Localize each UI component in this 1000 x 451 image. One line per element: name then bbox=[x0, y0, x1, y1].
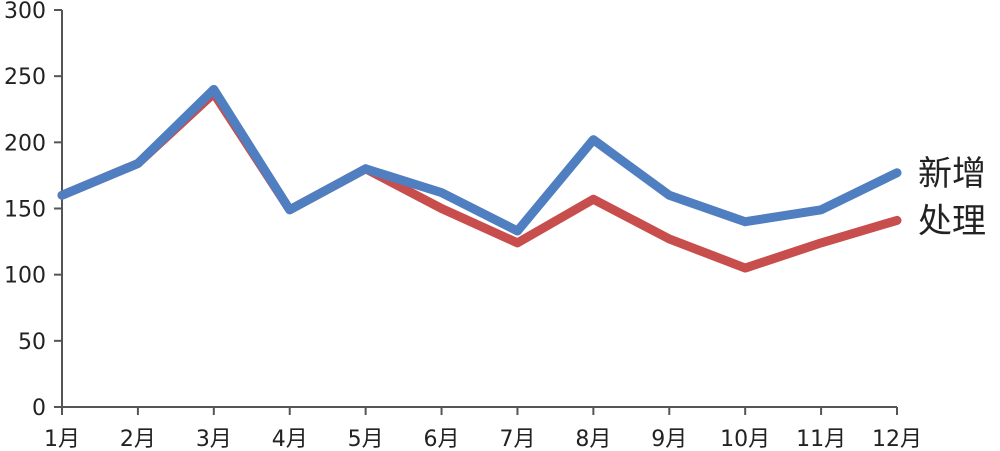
x-tick-label: 9月 bbox=[651, 427, 687, 451]
x-tick-label: 1月 bbox=[44, 427, 80, 451]
y-tick-label: 0 bbox=[32, 396, 46, 421]
series-label-0: 新增 bbox=[918, 154, 986, 194]
x-tick-label: 11月 bbox=[796, 427, 846, 451]
y-tick-label: 200 bbox=[4, 131, 46, 156]
x-tick-label: 12月 bbox=[872, 427, 922, 451]
x-tick-label: 10月 bbox=[720, 427, 770, 451]
x-ticks: 1月 2月 3月 4月 5月 6月 7月 8月 9月 10月 11月 12月 bbox=[44, 407, 922, 451]
series-label-1: 处理 bbox=[918, 201, 986, 241]
y-tick-label: 250 bbox=[4, 65, 46, 90]
series-line-0 bbox=[57, 84, 902, 236]
y-tick-label: 50 bbox=[18, 330, 46, 355]
x-tick-label: 7月 bbox=[499, 427, 535, 451]
x-tick-label: 2月 bbox=[120, 427, 156, 451]
x-tick-label: 8月 bbox=[575, 427, 611, 451]
y-ticks: 0 50 100 150 200 250 300 bbox=[4, 0, 62, 421]
x-tick-label: 5月 bbox=[348, 427, 384, 451]
series-lines bbox=[57, 84, 902, 273]
y-tick-label: 100 bbox=[4, 264, 46, 289]
x-tick-label: 6月 bbox=[424, 427, 460, 451]
y-tick-label: 300 bbox=[4, 0, 46, 24]
x-tick-label: 3月 bbox=[196, 427, 232, 451]
y-tick-label: 150 bbox=[4, 198, 46, 223]
x-tick-label: 4月 bbox=[272, 427, 308, 451]
